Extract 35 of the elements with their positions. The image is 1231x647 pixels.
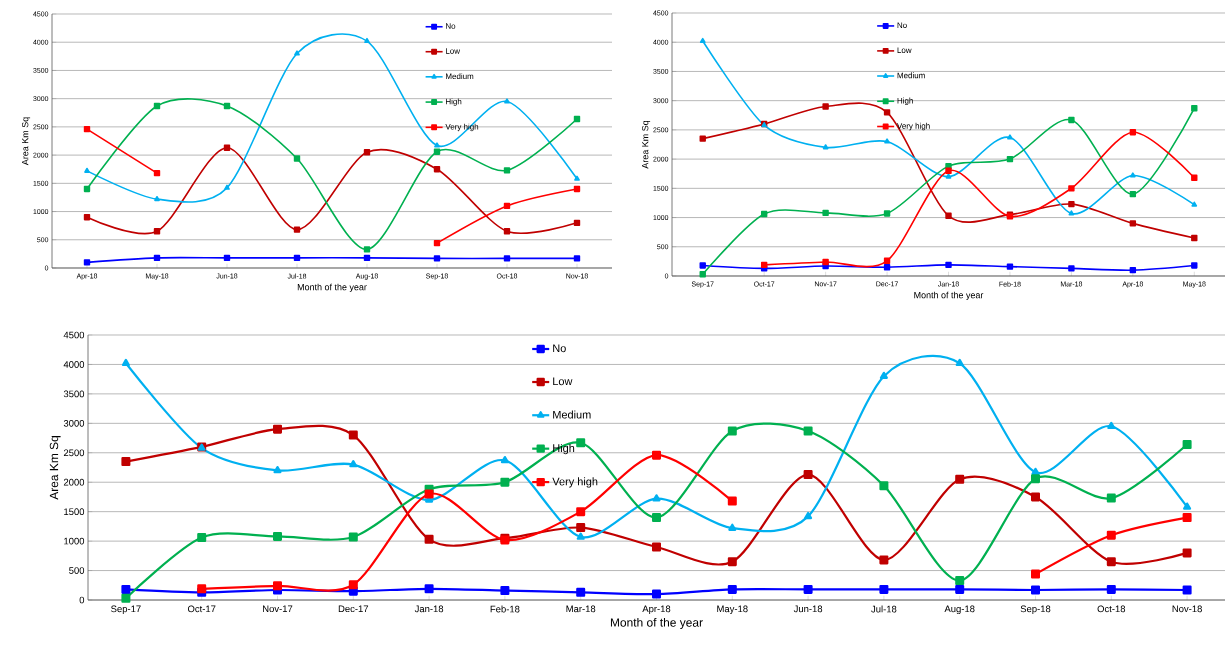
y-tick-label: 3500: [63, 390, 85, 398]
y-tick-label: 0: [79, 596, 85, 604]
y-axis-title: Area Km Sq: [49, 436, 61, 500]
y-tick-label: 1500: [64, 508, 85, 516]
y-tick-label: 2000: [63, 478, 85, 486]
legend-label: Low: [553, 377, 573, 386]
x-tick-label: Oct-18: [1097, 605, 1126, 613]
legend-label: Very high: [552, 477, 598, 488]
x-tick-label: Sep-18: [1020, 605, 1051, 615]
x-tick-label: Nov-17: [263, 605, 293, 613]
y-tick-label: 1000: [64, 537, 85, 545]
x-tick-label: Aug-18: [944, 605, 975, 615]
x-axis-title: Month of the year: [914, 291, 984, 301]
y-tick-label: 4000: [63, 361, 85, 368]
y-axis-title: Area Km Sq: [641, 120, 651, 169]
x-tick-label: Jun-18: [793, 605, 823, 613]
x-tick-label: Nov-18: [1172, 605, 1202, 613]
x-tick-label: Oct-17: [187, 605, 216, 613]
x-tick-label: Jul-18: [871, 605, 897, 613]
x-tick-label: Apr-18: [642, 605, 671, 615]
x-tick-label: Jan-18: [414, 605, 444, 613]
x-tick-label: May-18: [717, 605, 748, 615]
y-axis-title: Area Km Sq: [21, 117, 31, 166]
x-tick-label: Feb-18: [490, 605, 520, 613]
x-axis-title: Month of the year: [297, 283, 367, 293]
x-tick-label: Dec-17: [338, 605, 369, 613]
x-tick-label: Sep-17: [111, 605, 141, 615]
legend-label: No: [553, 344, 566, 353]
legend-label: Medium: [553, 410, 591, 419]
y-tick-label: 2500: [63, 449, 85, 457]
y-tick-label: 4500: [63, 331, 85, 339]
x-axis-title: Month of the year: [610, 617, 703, 630]
y-tick-label: 3000: [63, 419, 85, 427]
x-tick-label: Mar-18: [566, 605, 596, 613]
y-tick-label: 500: [69, 567, 85, 574]
